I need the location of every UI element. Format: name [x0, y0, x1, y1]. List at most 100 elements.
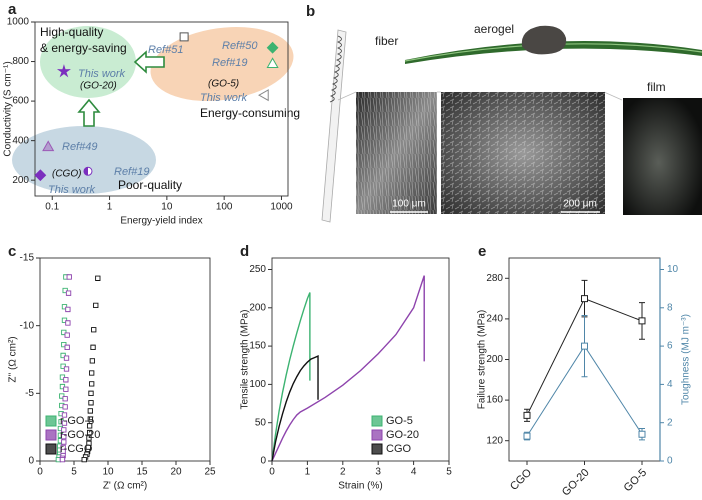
photo-label: fiber	[375, 34, 398, 48]
panel-label: a	[8, 1, 17, 18]
marker	[42, 140, 55, 152]
y2-tick-label: 8	[667, 302, 673, 313]
point-label: This work	[200, 92, 248, 104]
x-axis-label: Z' (Ω cm²)	[103, 481, 147, 492]
y2-tick-label: 10	[667, 264, 679, 275]
arrow-left	[133, 50, 165, 74]
x-tick-label: 0.1	[45, 202, 59, 213]
marker	[91, 327, 97, 333]
marker	[89, 381, 95, 387]
legend-swatch	[45, 443, 57, 455]
y-tick-label: -5	[25, 388, 34, 399]
marker	[88, 400, 94, 406]
marker	[523, 432, 531, 440]
marker	[63, 386, 69, 392]
legend-swatch	[371, 429, 383, 441]
point-label: Ref#19	[114, 166, 149, 178]
photos	[321, 25, 702, 223]
y-tick-label: 120	[486, 435, 503, 446]
x-tick-label: 1	[305, 467, 311, 478]
marker	[86, 429, 93, 436]
y-tick-label: 50	[255, 417, 267, 428]
panel-label: b	[306, 3, 315, 20]
marker	[89, 358, 96, 364]
aerogel-photo	[521, 25, 567, 55]
fiber-coil	[329, 35, 342, 103]
marker	[64, 332, 70, 338]
point-label: Ref#19	[212, 57, 247, 69]
marker	[581, 342, 588, 350]
point-label: Ref#51	[148, 44, 183, 56]
marker	[258, 89, 269, 102]
y-tick-label: 800	[12, 56, 29, 67]
x-tick-label: 5	[446, 467, 452, 478]
plot-frame	[271, 257, 450, 462]
point-sublabel: (CGO)	[52, 169, 81, 180]
panel-label: c	[8, 243, 16, 260]
marker	[81, 456, 87, 463]
x-tick-label: 0	[37, 467, 43, 478]
region-energy-consuming	[150, 26, 294, 102]
y2-tick-label: 6	[667, 341, 673, 352]
marker	[61, 412, 68, 418]
photo-label: film	[647, 80, 666, 94]
leaf	[405, 41, 702, 64]
marker	[93, 302, 99, 309]
zoom-lines	[337, 91, 623, 101]
x-tick-label: 10	[161, 202, 173, 213]
marker	[65, 320, 71, 326]
y-tick-label: -10	[20, 320, 35, 331]
marker	[638, 317, 646, 325]
marker	[61, 427, 67, 433]
y-tick-label: 1000	[7, 17, 30, 28]
marker	[179, 32, 189, 42]
y-tick-label: 160	[486, 395, 503, 406]
point-sublabel: (GO-20)	[80, 81, 117, 92]
marker	[65, 306, 71, 313]
x-tick-label: 100	[216, 202, 233, 213]
marker	[89, 370, 95, 376]
marker	[63, 366, 70, 372]
marker	[85, 444, 91, 451]
marker	[83, 166, 93, 176]
point-sublabel: (GO-5)	[208, 79, 239, 90]
marker	[65, 290, 72, 296]
marker	[63, 355, 70, 361]
x-tick-label: 2	[340, 467, 346, 478]
y-axis-label: Tensile strength (MPa)	[240, 309, 251, 409]
x-tick-label: GO-5	[622, 467, 650, 495]
region-high-quality	[40, 26, 136, 98]
x-tick-label: 20	[170, 467, 182, 478]
x-axis-label: Energy-yield index	[120, 216, 202, 227]
region-shapes	[12, 26, 294, 194]
photo-label: aerogel	[474, 22, 514, 36]
scale-label: 100 μm	[392, 199, 426, 210]
marker	[266, 41, 279, 54]
y-tick-label: -15	[20, 253, 35, 264]
marker	[61, 433, 67, 440]
y-tick-label: 100	[249, 379, 266, 390]
plot-frame	[39, 257, 211, 462]
fiber-photo	[321, 29, 347, 223]
marker	[95, 275, 101, 281]
y-tick-label: 150	[249, 341, 266, 352]
y2-tick-label: 4	[667, 379, 673, 390]
x-tick-label: 15	[136, 467, 148, 478]
x-tick-label: CGO	[508, 466, 535, 493]
x-tick-label: 3	[375, 467, 381, 478]
region-label: & energy-saving	[40, 41, 127, 55]
plot-frame	[34, 21, 289, 197]
marker	[90, 344, 96, 350]
y2-tick-label: 2	[667, 417, 673, 428]
marker	[87, 416, 93, 422]
marker	[64, 344, 70, 350]
x-tick-label: GO-20	[560, 467, 592, 495]
y-tick-label: 600	[12, 96, 29, 107]
marker	[61, 439, 67, 445]
point-label: Ref#49	[62, 141, 97, 153]
marker	[88, 390, 94, 396]
region-label: Energy-consuming	[200, 106, 300, 120]
marker	[63, 377, 69, 383]
marker	[638, 430, 646, 438]
y2-axis-label: Toughness (MJ m⁻³)	[681, 314, 692, 405]
